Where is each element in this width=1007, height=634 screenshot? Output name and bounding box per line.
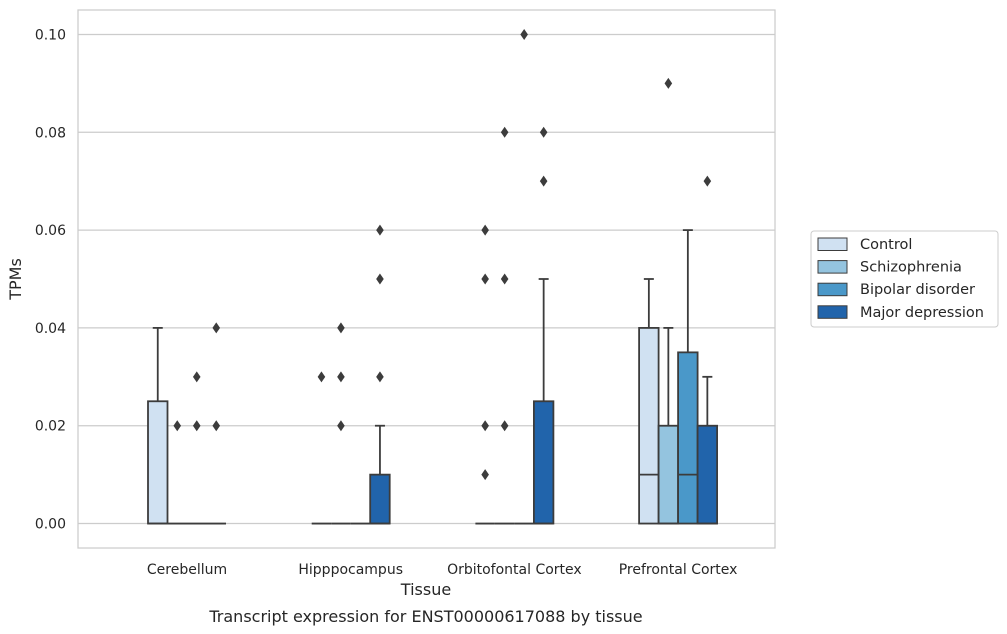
- outlier-point: [192, 420, 201, 432]
- y-tick-label: 0.02: [35, 419, 66, 435]
- box-group: [147, 327, 169, 525]
- outlier-point: [500, 273, 509, 285]
- outlier-point: [500, 420, 509, 432]
- outlier-point: [539, 175, 548, 187]
- outlier-point: [337, 322, 345, 334]
- box-group: [533, 126, 555, 525]
- box-group: [167, 420, 187, 525]
- x-tick-label: Hipppocampus: [298, 562, 403, 578]
- legend-label: Schizophrenia: [860, 260, 962, 276]
- box-group: [369, 224, 391, 525]
- legend-swatch: [817, 260, 848, 274]
- outlier-point: [212, 420, 221, 432]
- chart-caption: Transcript expression for ENST0000061708…: [208, 607, 642, 626]
- box: [657, 424, 679, 525]
- plot-area-frame: [77, 9, 776, 549]
- outlier-point: [520, 28, 528, 40]
- legend-frame: [810, 230, 999, 328]
- box-group: [494, 126, 515, 525]
- legend-swatch: [817, 305, 848, 319]
- box-series: [147, 28, 718, 525]
- box-group: [696, 175, 718, 525]
- outlier-point: [500, 126, 509, 138]
- box-group: [677, 229, 699, 525]
- x-axis-ticks: Cerebellum Hipppocampus Orbitofontal Corte…: [147, 562, 738, 578]
- box: [533, 400, 555, 525]
- box-group: [331, 322, 351, 525]
- legend-label: Bipolar disorder: [860, 282, 975, 298]
- legend-label: Major depression: [860, 305, 984, 321]
- legend: Control Schizophrenia Bipolar disorder Majo…: [810, 230, 999, 328]
- box: [677, 351, 699, 525]
- outlier-point: [337, 371, 345, 383]
- outlier-point: [337, 420, 345, 432]
- outlier-point: [703, 175, 712, 187]
- outlier-point: [317, 371, 326, 383]
- y-tick-label: 0.06: [35, 223, 66, 239]
- y-tick-label: 0.04: [35, 321, 66, 337]
- box: [638, 327, 660, 525]
- legend-swatch: [817, 237, 848, 251]
- x-tick-label: Prefrontal Cortex: [619, 562, 738, 578]
- outlier-point: [376, 371, 384, 383]
- box: [696, 424, 718, 525]
- outlier-point: [376, 273, 384, 285]
- outlier-point: [376, 224, 384, 236]
- y-tick-label: 0.00: [35, 517, 66, 533]
- outlier-point: [481, 420, 489, 432]
- y-axis-label: TPMs: [6, 258, 25, 301]
- box-group: [657, 77, 679, 525]
- box: [147, 400, 169, 525]
- box-group: [206, 322, 226, 525]
- y-tick-label: 0.08: [35, 125, 66, 141]
- box-group: [187, 371, 207, 525]
- box-group: [475, 224, 495, 525]
- outlier-point: [481, 224, 489, 236]
- x-axis-label: Tissue: [400, 580, 451, 599]
- box-group: [514, 28, 534, 525]
- y-tick-label: 0.10: [35, 27, 66, 43]
- box-group: [311, 371, 332, 525]
- legend-label: Control: [860, 237, 912, 253]
- x-tick-label: Orbitofontal Cortex: [447, 562, 582, 578]
- outlier-point: [173, 420, 182, 432]
- outlier-point: [664, 77, 673, 89]
- legend-swatch: [817, 282, 848, 297]
- box-group: [638, 278, 660, 525]
- box: [369, 473, 391, 525]
- outlier-point: [192, 371, 201, 383]
- outlier-point: [481, 469, 489, 481]
- outlier-point: [212, 322, 221, 334]
- x-tick-label: Cerebellum: [147, 562, 227, 578]
- outlier-point: [481, 273, 489, 285]
- outlier-point: [539, 126, 548, 138]
- y-axis-ticks: 0.00 0.02 0.04 0.06 0.08 0.10: [35, 27, 66, 532]
